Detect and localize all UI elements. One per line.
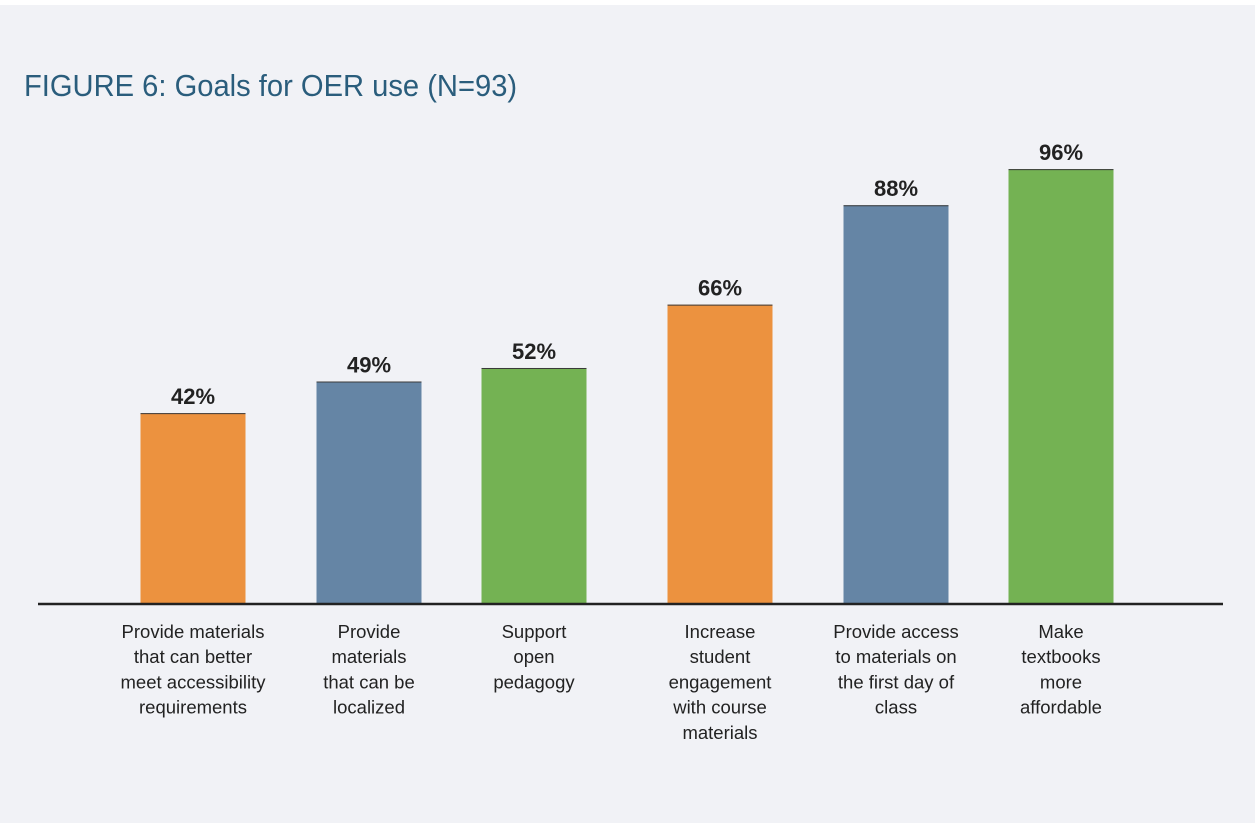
chart-title: FIGURE 6: Goals for OER use (N=93) (24, 68, 518, 103)
value-label-4: 66% (698, 276, 742, 301)
category-label-5: Provide access to materials on the first d… (833, 621, 958, 718)
value-label-2: 49% (347, 353, 391, 378)
category-label-4: Increase student engagement with course mate… (669, 621, 772, 743)
bar-1 (140, 413, 246, 603)
bar-5 (843, 205, 949, 604)
value-label-3: 52% (512, 339, 556, 364)
bars-group (140, 169, 1114, 604)
bar-6 (1008, 169, 1114, 603)
bar-4 (667, 304, 773, 603)
value-label-5: 88% (874, 176, 918, 201)
bar-2 (316, 381, 422, 603)
category-label-2: Provide materials that can be localized (323, 621, 415, 718)
value-label-6: 96% (1039, 140, 1083, 165)
category-label-3: Support open pedagogy (493, 621, 575, 692)
bar-3 (481, 367, 587, 603)
category-labels-group: Provide materials that can better meet acc… (121, 621, 1102, 743)
value-label-1: 42% (171, 384, 215, 409)
value-labels-group: 42% 49% 52% 66% 88% 96% (171, 140, 1083, 409)
category-label-6: Make textbooks more affordable (1020, 621, 1102, 718)
category-label-1: Provide materials that can better meet acc… (121, 621, 267, 718)
